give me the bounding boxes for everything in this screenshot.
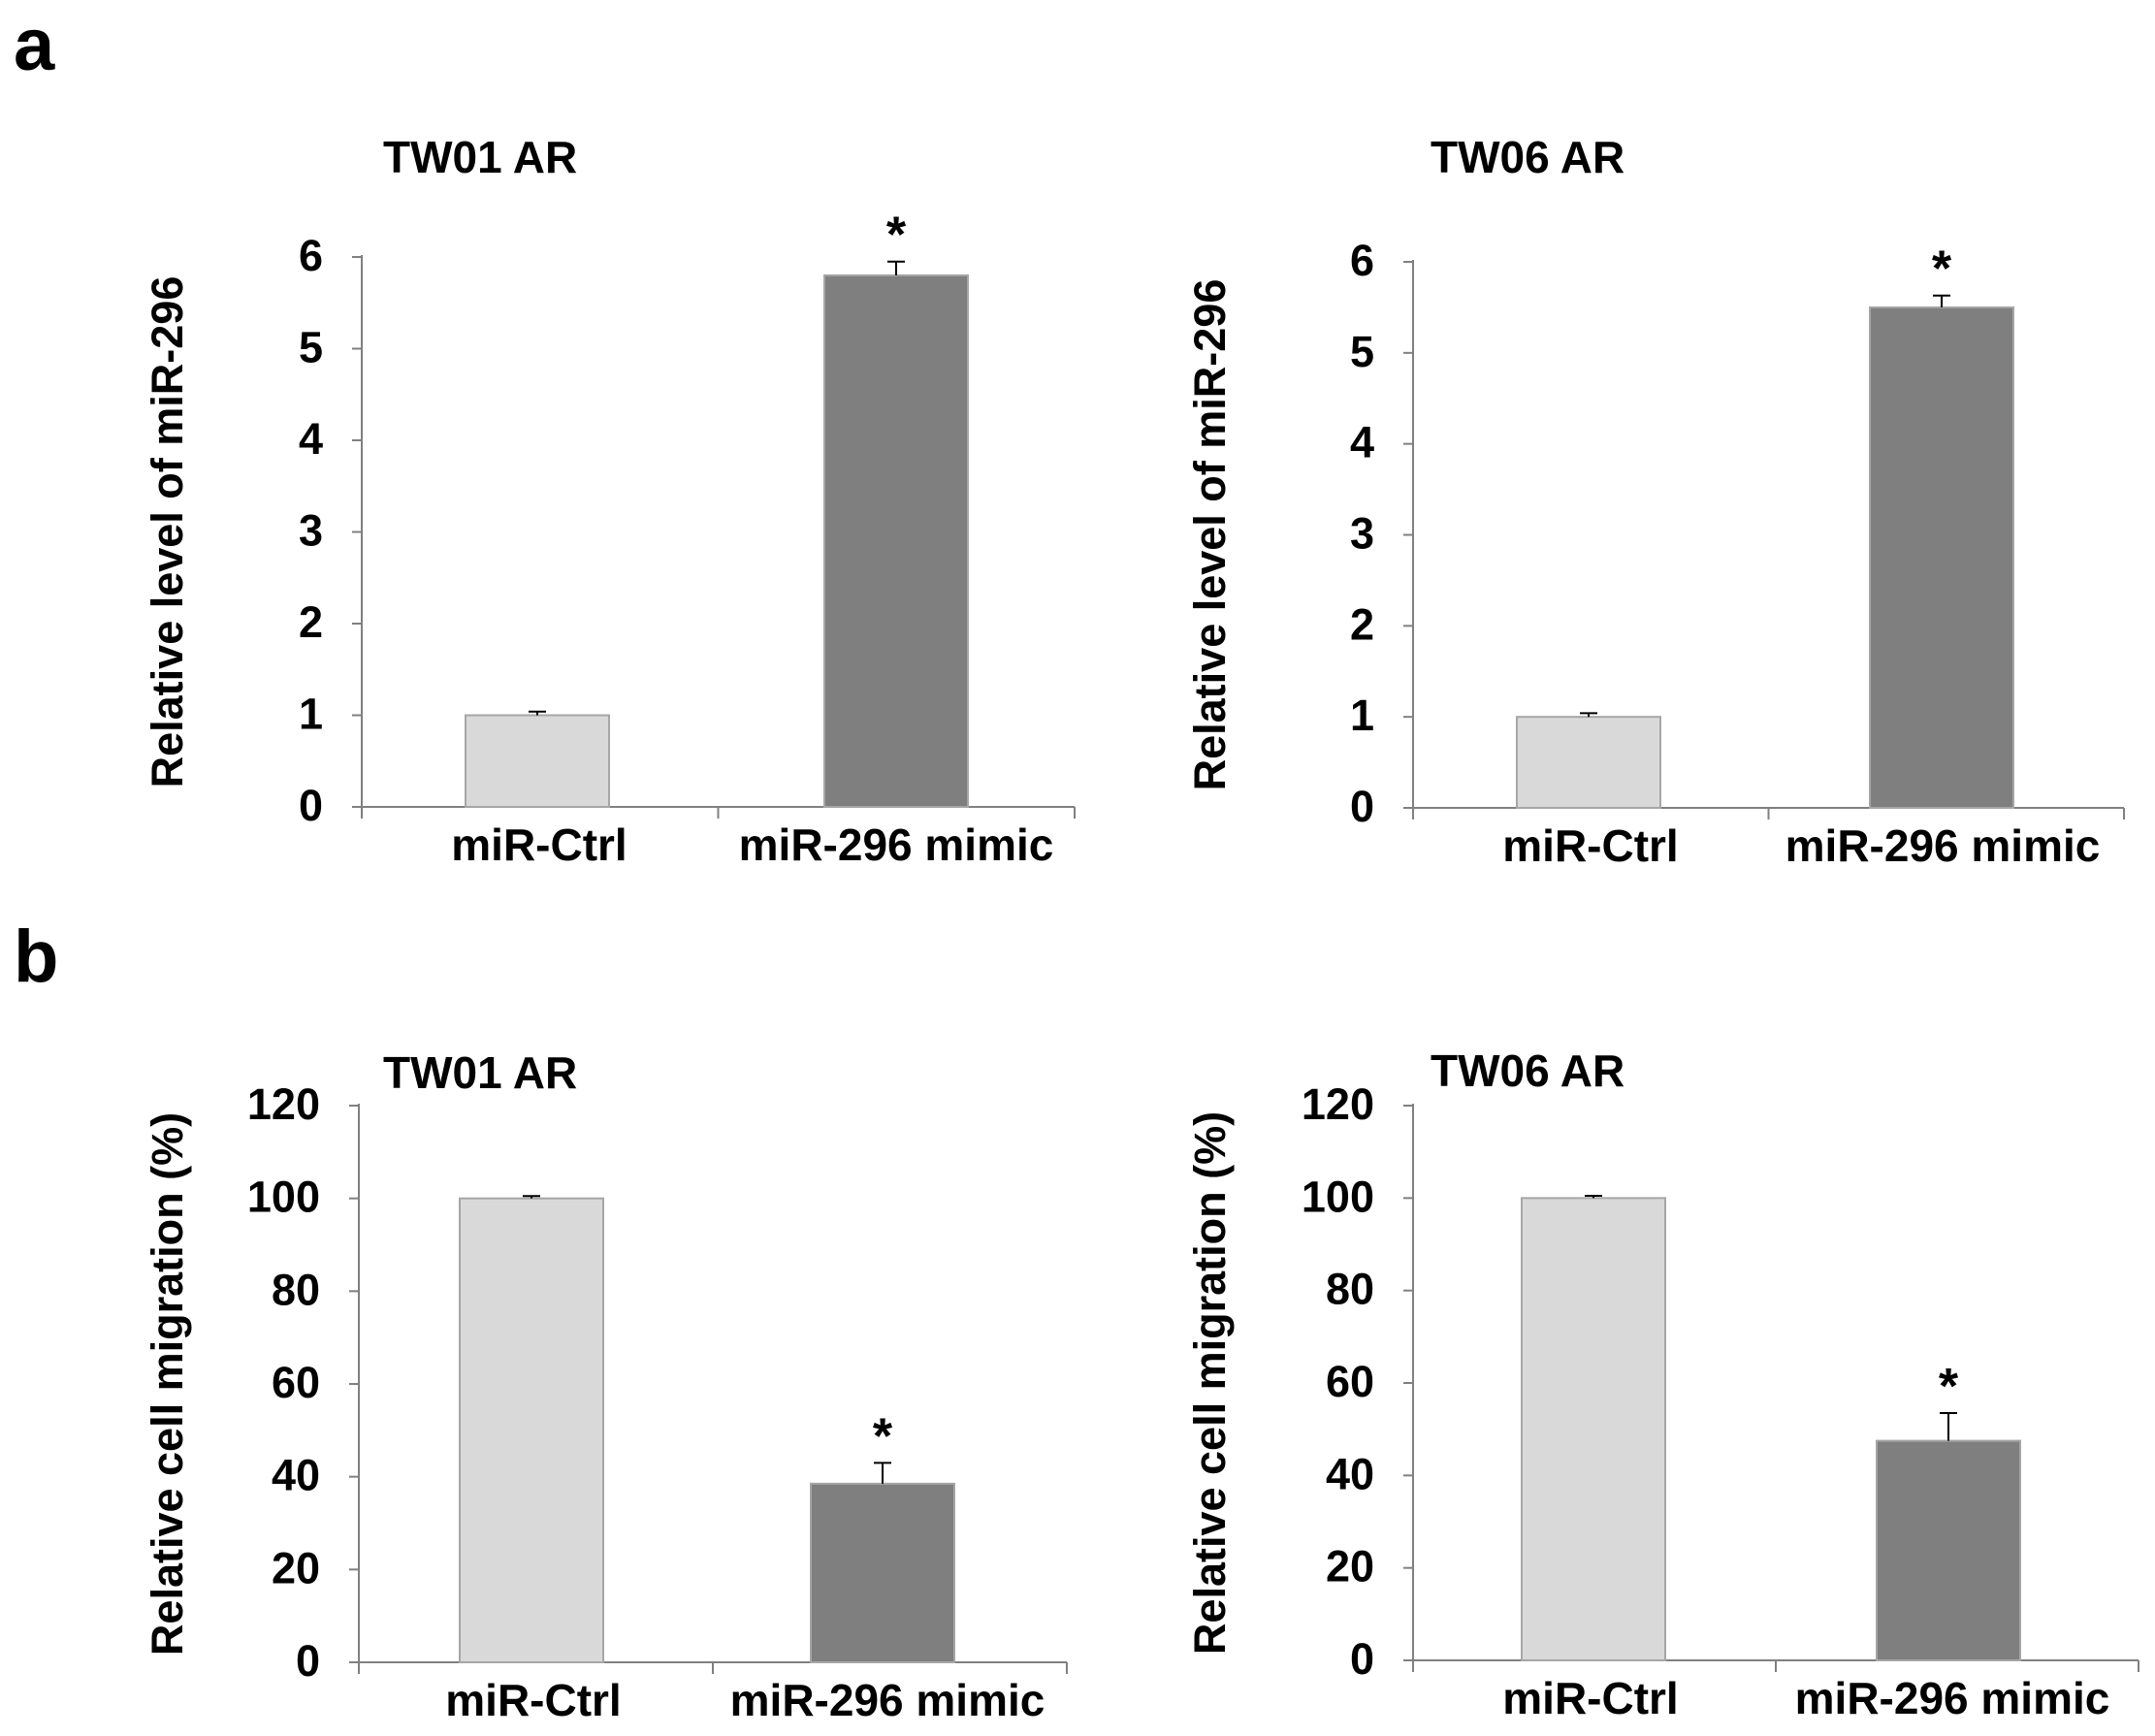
significance-marker: * bbox=[873, 1408, 893, 1464]
bar-mir-ctrl bbox=[459, 1197, 604, 1663]
y-tick-label: 40 bbox=[272, 1451, 320, 1500]
y-axis-label: Relative cell migration (%) bbox=[1185, 1111, 1235, 1655]
chart-title: TW06 AR bbox=[1431, 132, 1624, 182]
category-label: miR-296 mimic bbox=[730, 1675, 1045, 1725]
bar-mir-ctrl bbox=[1516, 716, 1661, 810]
y-tick-label: 60 bbox=[272, 1358, 320, 1407]
y-tick-label: 3 bbox=[1350, 509, 1374, 559]
y-tick-label: 0 bbox=[296, 1636, 320, 1686]
y-tick-label: 4 bbox=[299, 414, 323, 464]
chart-title: TW06 AR bbox=[1431, 1045, 1624, 1096]
significance-marker: * bbox=[1932, 241, 1952, 298]
category-label: miR-Ctrl bbox=[1502, 1673, 1678, 1723]
y-tick-label: 80 bbox=[272, 1265, 320, 1314]
chart-tw06-cell-migration: TW06 AR Relative cell migration (%) 0 20 40 6… bbox=[1185, 1045, 2139, 1723]
category-label: miR-296 mimic bbox=[1795, 1673, 2110, 1723]
significance-marker: * bbox=[886, 208, 907, 264]
category-label: miR-Ctrl bbox=[445, 1675, 621, 1725]
y-tick-label: 6 bbox=[1350, 236, 1374, 285]
y-tick-label: 100 bbox=[247, 1173, 320, 1222]
category-label: miR-Ctrl bbox=[1502, 820, 1678, 871]
bar-mir-296-mimic bbox=[1869, 305, 2014, 809]
y-tick-label: 1 bbox=[1350, 691, 1374, 740]
y-axis-label: Relative level of miR-296 bbox=[143, 276, 192, 788]
chart-title: TW01 AR bbox=[383, 1047, 577, 1098]
y-tick-label: 4 bbox=[1350, 418, 1374, 467]
panel-label-b: b bbox=[14, 916, 58, 998]
chart-tw06-mir296-level: TW06 AR Relative level of miR-296 0 1 2 3 4 5 6 m… bbox=[1185, 132, 2125, 871]
y-tick-label: 0 bbox=[299, 781, 323, 830]
y-tick-label: 20 bbox=[272, 1543, 320, 1592]
y-axis-label: Relative level of miR-296 bbox=[1185, 279, 1235, 791]
chart-title: TW01 AR bbox=[383, 132, 577, 182]
y-tick-label: 120 bbox=[1302, 1079, 1374, 1129]
y-tick-label: 5 bbox=[1350, 327, 1374, 376]
bar-mir-296-mimic bbox=[810, 1482, 955, 1664]
y-tick-label: 6 bbox=[299, 231, 323, 280]
y-tick-label: 3 bbox=[299, 506, 323, 556]
y-axis-label: Relative cell migration (%) bbox=[143, 1112, 192, 1656]
y-tick-label: 5 bbox=[299, 323, 323, 372]
y-tick-label: 100 bbox=[1302, 1172, 1374, 1221]
y-tick-label: 2 bbox=[1350, 599, 1374, 649]
bar-mir-ctrl bbox=[465, 714, 610, 808]
category-label: miR-Ctrl bbox=[451, 820, 627, 870]
significance-marker: * bbox=[1939, 1359, 1959, 1415]
panel-label-a: a bbox=[14, 4, 55, 86]
y-tick-label: 1 bbox=[299, 690, 323, 739]
bar-mir-296-mimic bbox=[823, 273, 969, 808]
y-tick-label: 0 bbox=[1350, 1634, 1374, 1684]
bar-mir-296-mimic bbox=[1876, 1439, 2021, 1662]
y-tick-label: 2 bbox=[299, 597, 323, 647]
y-tick-label: 0 bbox=[1350, 782, 1374, 831]
category-label: miR-296 mimic bbox=[1785, 820, 2101, 871]
chart-tw01-mir296-level: TW01 AR Relative level of miR-296 0 1 2 3 4 5 6 m… bbox=[143, 132, 1076, 870]
chart-tw01-cell-migration: TW01 AR Relative cell migration (%) 0 20 40 6… bbox=[143, 1047, 1068, 1725]
y-tick-label: 120 bbox=[247, 1079, 320, 1129]
category-label: miR-296 mimic bbox=[739, 820, 1054, 870]
y-tick-label: 60 bbox=[1326, 1357, 1374, 1406]
bar-mir-ctrl bbox=[1521, 1197, 1666, 1662]
y-tick-label: 40 bbox=[1326, 1449, 1374, 1498]
y-tick-label: 20 bbox=[1326, 1542, 1374, 1591]
y-tick-label: 80 bbox=[1326, 1265, 1374, 1314]
